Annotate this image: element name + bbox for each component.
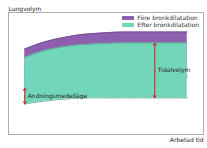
html-text:Efter bronkdilatation: Efter bronkdilatation [137,21,199,28]
svg-text:Lungvolym: Lungvolym [9,5,42,13]
svg-text:Tidalvolym: Tidalvolym [157,66,191,74]
svg-text:Arbetad tid: Arbetad tid [170,136,204,143]
svg-text:Andningsmedelläge: Andningsmedelläge [28,92,88,100]
html-text:Före bronkdilatation: Före bronkdilatation [137,14,198,21]
